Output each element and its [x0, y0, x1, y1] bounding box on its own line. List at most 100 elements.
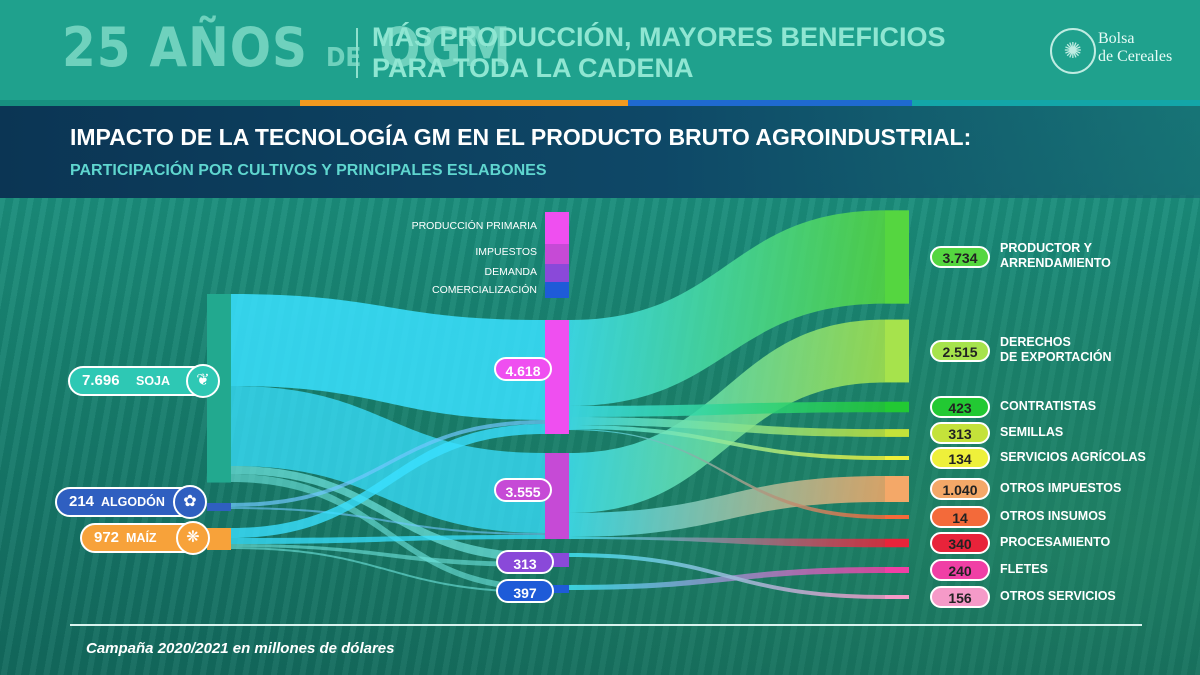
- header: 25 AÑOS DE OGM MÁS PRODUCCIÓN, MAYORES B…: [0, 0, 1200, 100]
- link-to-otros-impuestos: [569, 476, 885, 537]
- target-label-derechos-de-exportacion: DERECHOS DE EXPORTACIÓN: [1000, 335, 1112, 365]
- middle-pill-comercializacion: 397: [496, 579, 554, 603]
- node-otros-insumos: [885, 515, 909, 519]
- legend-swatch-comercializacion: [545, 282, 569, 298]
- target-pill-fletes: 240: [930, 559, 990, 581]
- link-maiz-demanda: [231, 544, 545, 567]
- link-to-fletes: [569, 567, 885, 590]
- node-servicios-agricolas: [885, 456, 909, 460]
- node-derechos-de-exportacion: [885, 319, 909, 383]
- link-to-servicios-agricolas: [569, 425, 885, 460]
- node-semillas: [885, 429, 909, 437]
- target-pill-productor-y-arrendamiento: 3.734: [930, 246, 990, 268]
- link-to-derechos-de-exportacion: [569, 319, 885, 513]
- target-label-line1: SEMILLAS: [1000, 425, 1064, 439]
- target-label-otros-insumos: OTROS INSUMOS: [1000, 509, 1106, 524]
- link-algodon-impuestos: [231, 507, 545, 535]
- chart-subtitle: PARTICIPACIÓN POR CULTIVOS Y PRINCIPALES…: [70, 162, 547, 179]
- node-contratistas: [885, 401, 909, 413]
- bolsa-logo-icon: ✺: [1050, 28, 1096, 74]
- node-otros-impuestos: [885, 476, 909, 502]
- link-maiz-impuestos: [231, 535, 545, 544]
- node-fletes: [885, 567, 909, 573]
- link-maiz-comercializacion: [231, 547, 545, 593]
- target-label-fletes: FLETES: [1000, 562, 1048, 577]
- target-pill-otros-impuestos: 1.040: [930, 478, 990, 500]
- footer-note: Campaña 2020/2021 en millones de dólares: [86, 640, 395, 657]
- title-band: [0, 106, 1200, 198]
- target-label-line1: OTROS IMPUESTOS: [1000, 481, 1122, 495]
- target-label-line2: ARRENDAMIENTO: [1000, 256, 1111, 270]
- algodon-crop-icon: ✿: [173, 485, 207, 519]
- link-soja-produccion: [231, 294, 545, 420]
- source-name: ALGODÓN: [101, 495, 165, 509]
- middle-pill-demanda: 313: [496, 550, 554, 574]
- main-subtitle-line1: MÁS PRODUCCIÓN, MAYORES BENEFICIOS: [372, 22, 946, 52]
- node-produccion-primaria: [545, 320, 569, 434]
- background-field: [0, 195, 1200, 675]
- accent-bar-orange: [300, 100, 628, 106]
- target-label-procesamiento: PROCESAMIENTO: [1000, 535, 1110, 550]
- legend-swatch-demanda: [545, 264, 569, 282]
- source-value: 7.696: [82, 372, 120, 389]
- node-otros-servicios: [885, 595, 909, 599]
- target-label-line1: PROCESAMIENTO: [1000, 535, 1111, 549]
- target-label-otros-servicios: OTROS SERVICIOS: [1000, 589, 1116, 604]
- legend-swatch-produccion-primaria: [545, 212, 569, 244]
- target-label-line1: PRODUCTOR Y: [1000, 241, 1092, 255]
- footer-divider: [70, 624, 1142, 626]
- logo-line2: de Cereales: [1098, 48, 1173, 65]
- link-to-contratistas: [569, 401, 885, 417]
- target-pill-derechos-de-exportacion: 2.515: [930, 340, 990, 362]
- main-title: 25 AÑOS DE OGM: [62, 18, 512, 88]
- legend-label-comercializacion: COMERCIALIZACIÓN: [431, 284, 537, 296]
- link-soja-comercializacion: [231, 474, 545, 591]
- link-to-productor-y-arrendamiento: [569, 210, 885, 406]
- target-label-line1: OTROS INSUMOS: [1000, 509, 1107, 523]
- legend-label-impuestos: IMPUESTOS: [475, 246, 537, 258]
- target-label-line1: FLETES: [1000, 562, 1048, 576]
- link-soja-impuestos: [231, 386, 545, 533]
- logo-line1: Bolsa: [1098, 30, 1135, 47]
- main-subtitle-line2: PARA TODA LA CADENA: [372, 53, 694, 83]
- target-pill-otros-insumos: 14: [930, 506, 990, 528]
- legend-swatch-impuestos: [545, 244, 569, 264]
- main-subtitle: MÁS PRODUCCIÓN, MAYORES BENEFICIOS PARA …: [372, 22, 946, 84]
- target-label-servicios-agricolas: SERVICIOS AGRÍCOLAS: [1000, 450, 1146, 465]
- target-label-contratistas: CONTRATISTAS: [1000, 399, 1096, 414]
- target-label-line1: CONTRATISTAS: [1000, 399, 1097, 413]
- target-label-otros-impuestos: OTROS IMPUESTOS: [1000, 481, 1121, 496]
- target-label-line1: SERVICIOS AGRÍCOLAS: [1000, 450, 1146, 464]
- node-productor-y-arrendamiento: [885, 210, 909, 304]
- legend-label-demanda: DEMANDA: [484, 266, 537, 278]
- soja-crop-icon: ❦: [186, 364, 220, 398]
- source-name: MAÍZ: [126, 531, 157, 545]
- source-value: 214: [69, 493, 95, 510]
- accent-bar-blue: [628, 100, 912, 106]
- logo-text: Bolsa de Cereales: [1098, 30, 1172, 66]
- middle-pill-produccion-primaria: 4.618: [494, 357, 552, 381]
- main-title-part1: 25 AÑOS: [62, 16, 309, 79]
- target-label-line2: DE EXPORTACIÓN: [1000, 350, 1112, 364]
- legend-label-produccion-primaria: PRODUCCIÓN PRIMARIA: [411, 220, 537, 232]
- main-title-de: DE: [325, 43, 362, 73]
- target-pill-semillas: 313: [930, 422, 990, 444]
- target-label-productor-y-arrendamiento: PRODUCTOR Y ARRENDAMIENTO: [1000, 241, 1111, 271]
- link-to-otros-insumos: [569, 429, 885, 519]
- accent-bar-teal: [0, 100, 300, 106]
- link-to-procesamiento: [569, 537, 885, 548]
- main-title-part2: OGM: [379, 16, 512, 79]
- node-algodon: [207, 503, 231, 511]
- accent-bar-cyan: [912, 100, 1200, 106]
- link-maiz-produccion: [231, 424, 545, 538]
- source-name: SOJA: [136, 374, 171, 388]
- node-maiz: [207, 528, 231, 550]
- chart-title: IMPACTO DE LA TECNOLOGÍA GM EN EL PRODUC…: [70, 124, 972, 150]
- target-pill-procesamiento: 340: [930, 532, 990, 554]
- target-pill-servicios-agricolas: 134: [930, 447, 990, 469]
- maiz-crop-icon: ❋: [176, 521, 210, 555]
- link-soja-demanda: [231, 466, 545, 562]
- title-divider: [356, 28, 358, 78]
- link-algodon-produccion: [231, 420, 545, 507]
